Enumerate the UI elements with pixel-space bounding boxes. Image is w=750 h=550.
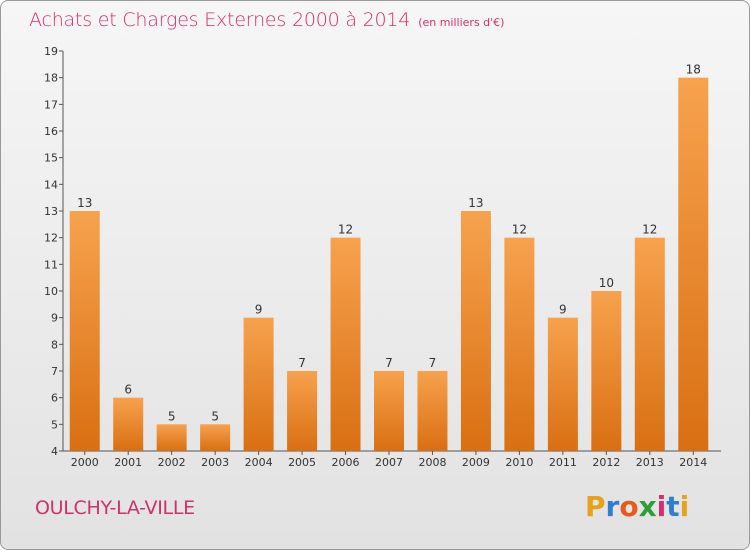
title-unit: (en milliers d'€) xyxy=(418,16,505,29)
data-label: 6 xyxy=(124,383,132,397)
bar xyxy=(69,211,100,451)
proxiti-logo: Proxiti xyxy=(585,490,689,523)
y-tick-label: 7 xyxy=(51,365,58,378)
y-tick-label: 17 xyxy=(44,98,58,111)
x-tick-label: 2003 xyxy=(201,456,229,469)
data-label: 12 xyxy=(338,223,353,237)
bar xyxy=(200,424,231,451)
bar xyxy=(591,291,622,451)
data-label: 7 xyxy=(298,356,306,370)
data-label: 7 xyxy=(385,356,393,370)
logo-letter: x xyxy=(638,490,657,523)
bar xyxy=(417,371,448,451)
data-label: 9 xyxy=(255,303,263,317)
x-tick-label: 2013 xyxy=(636,456,664,469)
x-tick-label: 2000 xyxy=(71,456,99,469)
data-label: 12 xyxy=(512,223,527,237)
logo-letter: i xyxy=(656,490,667,523)
logo-letter: i xyxy=(679,490,690,523)
bar xyxy=(504,237,535,451)
y-tick-label: 10 xyxy=(44,285,58,298)
y-tick-label: 14 xyxy=(44,178,58,191)
x-tick-label: 2009 xyxy=(462,456,490,469)
x-tick-label: 2001 xyxy=(114,456,142,469)
x-tick-label: 2014 xyxy=(679,456,707,469)
y-tick-label: 9 xyxy=(51,312,58,325)
town-name: OULCHY-LA-VILLE xyxy=(35,497,195,519)
bar xyxy=(330,237,361,451)
bar xyxy=(547,317,578,451)
y-tick-label: 11 xyxy=(44,258,58,271)
data-label: 12 xyxy=(642,223,657,237)
y-tick-label: 16 xyxy=(44,125,58,138)
bar xyxy=(243,317,274,451)
data-label: 5 xyxy=(168,409,176,423)
chart-title: Achats et Charges Externes 2000 à 2014 (e… xyxy=(29,9,504,31)
data-label: 13 xyxy=(77,196,92,210)
y-tick-label: 18 xyxy=(44,72,58,85)
y-tick-label: 5 xyxy=(51,418,58,431)
data-label: 5 xyxy=(211,409,219,423)
bar xyxy=(287,371,318,451)
data-label: 10 xyxy=(599,276,614,290)
logo-letter: r xyxy=(605,490,620,523)
logo-letter: P xyxy=(585,490,606,523)
y-tick-label: 8 xyxy=(51,338,58,351)
y-tick-label: 6 xyxy=(51,392,58,405)
x-tick-label: 2002 xyxy=(158,456,186,469)
data-labels: 13 6 5 5 9 7 12 7 7 13 12 9 10 12 18 xyxy=(77,63,701,424)
bar xyxy=(678,77,709,452)
bar xyxy=(374,371,404,451)
x-tick-label: 2008 xyxy=(418,456,446,469)
bar xyxy=(113,397,144,451)
data-label: 9 xyxy=(559,303,567,317)
y-tick-label: 19 xyxy=(44,45,58,58)
data-label: 7 xyxy=(429,356,437,370)
bar xyxy=(634,237,665,451)
x-tick-label: 2004 xyxy=(245,456,273,469)
y-tick-label: 4 xyxy=(51,445,58,458)
x-tick-label: 2012 xyxy=(592,456,620,469)
data-label: 13 xyxy=(468,196,483,210)
bar xyxy=(460,211,491,451)
data-label: 18 xyxy=(686,63,701,77)
bar xyxy=(156,424,187,451)
y-tick-label: 13 xyxy=(44,205,58,218)
logo-letter: o xyxy=(619,490,639,523)
x-tick-label: 2007 xyxy=(375,456,403,469)
title-text: Achats et Charges Externes 2000 à 2014 xyxy=(29,9,411,31)
x-tick-label: 2010 xyxy=(505,456,533,469)
x-tick-label: 2006 xyxy=(332,456,360,469)
x-tick-label: 2005 xyxy=(288,456,316,469)
y-tick-label: 15 xyxy=(44,152,58,165)
y-tick-label: 12 xyxy=(44,232,58,245)
bars xyxy=(69,77,709,452)
x-tick-label: 2011 xyxy=(549,456,577,469)
logo-letter: t xyxy=(666,490,680,523)
